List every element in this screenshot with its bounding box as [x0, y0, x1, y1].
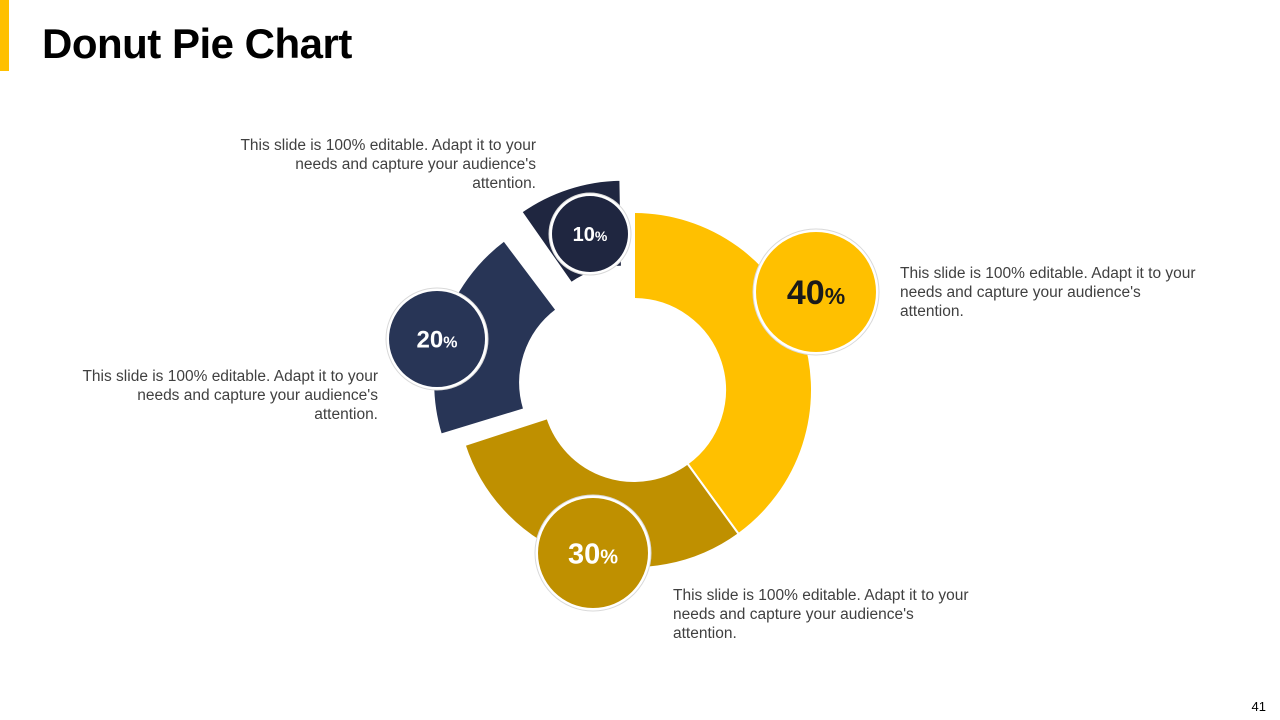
data-label-30: 30% — [568, 538, 618, 570]
callout-10: This slide is 100% editable. Adapt it to… — [240, 137, 536, 192]
badge-40 — [756, 232, 876, 352]
callout-20: This slide is 100% editable. Adapt it to… — [82, 368, 378, 423]
data-label-10: 10% — [573, 224, 608, 246]
badge-10 — [552, 196, 628, 272]
donut-slice-30 — [463, 416, 741, 569]
slide-title: Donut Pie Chart — [42, 20, 352, 67]
page-number: 41 — [1251, 699, 1266, 714]
callout-40: This slide is 100% editable. Adapt it to… — [900, 265, 1196, 320]
data-label-40: 40% — [787, 274, 845, 312]
callout-30: This slide is 100% editable. Adapt it to… — [673, 587, 969, 642]
badge-20 — [389, 291, 485, 387]
data-label-20: 20% — [417, 327, 458, 354]
badge-30 — [538, 498, 648, 608]
title-accent-bar — [0, 0, 9, 71]
